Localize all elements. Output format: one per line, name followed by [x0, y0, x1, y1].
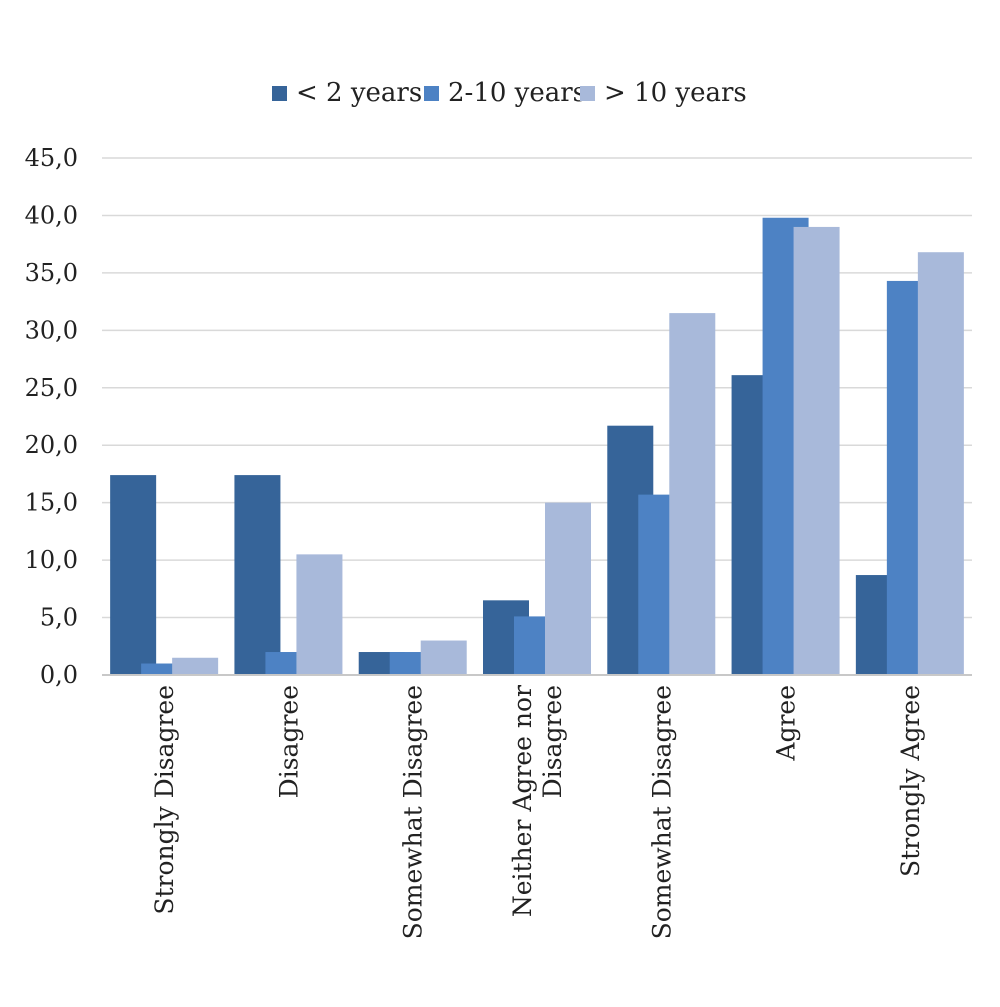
category-label-line: Neither Agree nor — [508, 685, 537, 917]
category-label-line: Disagree — [274, 685, 303, 798]
category-label-line: Somewhat Disagree — [399, 685, 428, 939]
legend: < 2 years 2-10 years > 10 years — [272, 78, 747, 108]
legend-swatch — [580, 86, 595, 101]
category-label: Neither Agree nor Disagree — [508, 685, 567, 917]
y-tick-label: 10,0 — [25, 546, 78, 574]
legend-swatch — [424, 86, 439, 101]
category-label: Somewhat Disagree — [647, 685, 676, 939]
y-tick-label: 45,0 — [25, 144, 78, 172]
y-axis-ticks: 0,0 5,0 10,0 15,0 20,0 25,0 30,0 35,0 40,0 45,0 — [25, 144, 78, 689]
y-tick-label: 5,0 — [40, 604, 78, 632]
category-label: Agree — [772, 685, 801, 762]
category-label-line: Disagree — [538, 685, 567, 798]
y-tick-label: 35,0 — [25, 259, 78, 287]
bar-2 — [545, 502, 591, 675]
bar-2 — [917, 252, 964, 675]
category-label: Disagree — [274, 685, 303, 798]
category-label: Somewhat Disagree — [399, 685, 428, 939]
bar-1 — [141, 663, 188, 675]
bar-2 — [172, 657, 219, 675]
x-axis-categories: Strongly Disagree Disagree Somewhat Disagr… — [150, 685, 925, 939]
bar-2 — [296, 554, 343, 675]
y-tick-label: 0,0 — [40, 661, 78, 689]
legend-swatch — [272, 86, 287, 101]
gridlines — [102, 157, 972, 619]
y-tick-label: 15,0 — [25, 489, 78, 517]
legend-label: < 2 years — [296, 78, 422, 108]
bar-0 — [110, 475, 157, 675]
y-tick-label: 40,0 — [25, 201, 78, 229]
bar-0 — [234, 475, 281, 675]
category-label-line: Agree — [772, 685, 801, 762]
bar-2 — [669, 313, 716, 675]
legend-label: > 10 years — [604, 78, 747, 108]
category-label-line: Strongly Agree — [896, 685, 925, 877]
bars — [110, 217, 964, 675]
y-tick-label: 20,0 — [25, 431, 78, 459]
category-label-line: Somewhat Disagree — [647, 685, 676, 939]
y-tick-label: 30,0 — [25, 316, 78, 344]
bar-2 — [793, 226, 840, 675]
category-label: Strongly Agree — [896, 685, 925, 877]
legend-label: 2-10 years — [448, 78, 586, 108]
bar-2 — [420, 640, 467, 675]
category-label-line: Strongly Disagree — [150, 685, 179, 915]
y-tick-label: 25,0 — [25, 374, 78, 402]
category-label: Strongly Disagree — [150, 685, 179, 915]
